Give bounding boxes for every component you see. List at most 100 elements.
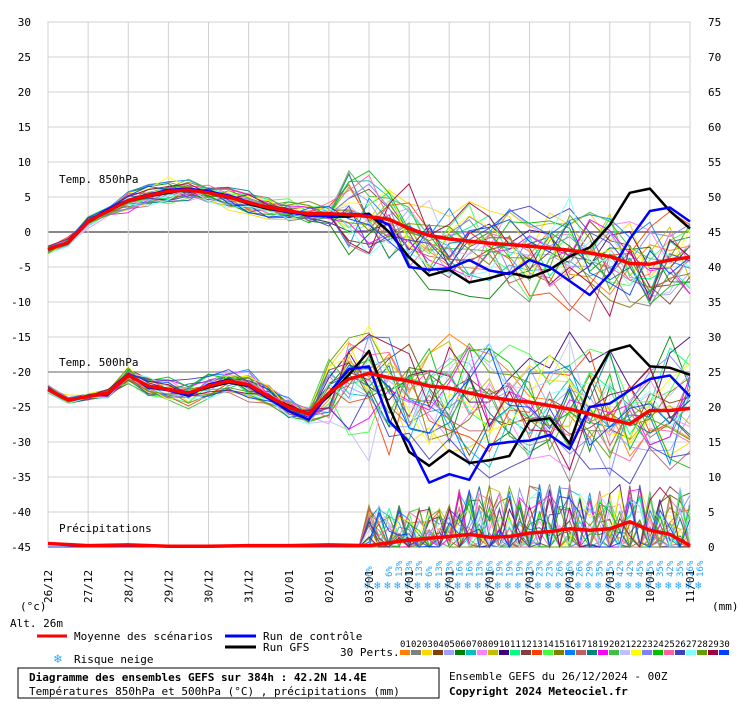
member-color-swatch xyxy=(477,650,487,655)
member-color-swatch xyxy=(488,650,498,655)
member-color-swatch xyxy=(466,650,476,655)
right-tick-label: 5 xyxy=(708,506,715,519)
member-color-swatch xyxy=(565,650,575,655)
chart-grid xyxy=(47,21,691,548)
t500-mean-line xyxy=(47,371,691,426)
member-color-swatch xyxy=(631,650,641,655)
snow-risk-pct: 29% xyxy=(586,560,596,577)
date-tick-label: 31/12 xyxy=(243,570,256,603)
right-tick-label: 10 xyxy=(708,471,721,484)
member-number: 25 xyxy=(664,640,675,650)
date-tick-label: 08/01 xyxy=(564,570,577,603)
t500-member-27 xyxy=(47,342,691,457)
left-tick-label: -40 xyxy=(11,506,31,519)
snowflake-icon: ❄ xyxy=(514,579,521,592)
member-color-swatch xyxy=(521,650,531,655)
snowflake-icon: ❄ xyxy=(404,579,411,592)
snowflake-icon: ❄ xyxy=(374,579,381,592)
member-number: 20 xyxy=(609,640,620,650)
snowflake-icon: ❄ xyxy=(454,579,461,592)
member-number: 22 xyxy=(631,640,642,650)
member-color-swatch xyxy=(653,650,663,655)
left-tick-label: 20 xyxy=(18,86,31,99)
t850-member-18 xyxy=(47,172,691,296)
member-color-swatch xyxy=(686,650,696,655)
date-tick-label: 10/01 xyxy=(644,570,657,603)
t850-member-26 xyxy=(47,188,691,303)
date-tick-label: 07/01 xyxy=(524,570,537,603)
member-color-swatch xyxy=(532,650,542,655)
t500-member-29 xyxy=(47,333,691,472)
member-color-swatch xyxy=(675,650,685,655)
member-number: 15 xyxy=(554,640,565,650)
snowflake-icon: ❄ xyxy=(615,579,622,592)
member-number: 29 xyxy=(708,640,719,650)
snow-risk-pct: 13% xyxy=(475,560,485,577)
snowflake-icon: ❄ xyxy=(585,579,592,592)
right-tick-label: 55 xyxy=(708,156,721,169)
snow-risk-pct: 13% xyxy=(435,560,445,577)
t850-member-20 xyxy=(47,169,691,282)
snowflake-icon: ❄ xyxy=(605,579,612,592)
footer-box xyxy=(17,667,440,699)
right-tick-label: 50 xyxy=(708,191,721,204)
snowflake-icon: ❄ xyxy=(364,579,371,592)
member-number: 01 xyxy=(400,640,411,650)
snow-risk-pct: 6% xyxy=(365,566,375,577)
snowflake-icon: ❄ xyxy=(444,579,451,592)
member-number: 09 xyxy=(488,640,499,650)
footer-copyright: Copyright 2024 Meteociel.fr xyxy=(449,685,628,698)
right-tick-label: 25 xyxy=(708,366,721,379)
snowflake-icon: ❄ xyxy=(675,579,682,592)
snowflake-icon: ❄ xyxy=(384,579,391,592)
snow-risk-row: ❄6%❄ ❄6%❄13%❄13%❄13%❄6%❄13%❄13%❄16%❄16%❄1… xyxy=(364,560,706,592)
date-tick-label: 02/01 xyxy=(323,570,336,603)
snowflake-icon: ❄ xyxy=(53,652,62,667)
snow-risk-pct: 6% xyxy=(385,566,395,577)
member-number: 19 xyxy=(598,640,609,650)
right-tick-label: 40 xyxy=(708,261,721,274)
member-number: 27 xyxy=(686,640,697,650)
member-number: 18 xyxy=(587,640,598,650)
member-color-swatch xyxy=(587,650,597,655)
right-tick-label: 65 xyxy=(708,86,721,99)
member-number: 08 xyxy=(477,640,488,650)
member-color-swatch xyxy=(609,650,619,655)
snowflake-icon: ❄ xyxy=(635,579,642,592)
t850-member-17 xyxy=(47,184,691,323)
date-tick-label: 27/12 xyxy=(82,570,95,603)
left-tick-label: -10 xyxy=(11,296,31,309)
snowflake-icon: ❄ xyxy=(645,579,652,592)
t850-mean-line xyxy=(47,188,691,266)
left-tick-label: -35 xyxy=(11,471,31,484)
snowflake-icon: ❄ xyxy=(695,579,702,592)
member-color-swatch xyxy=(719,650,729,655)
left-axis-ticks: 30 25 20 15 10 5 0 -5 -10 -15 -20 -25 -30 -35 -40 -45 xyxy=(11,16,31,554)
snow-risk-pct: 16% xyxy=(696,560,706,577)
snow-risk-pct: 16% xyxy=(455,560,465,577)
snow-risk-pct: 26% xyxy=(556,560,566,577)
right-tick-label: 0 xyxy=(708,541,715,554)
snowflake-icon: ❄ xyxy=(595,579,602,592)
legend-snow-label: Risque neige xyxy=(74,653,153,666)
panel-label-t500: Temp. 500hPa xyxy=(59,356,138,369)
t850-member-27 xyxy=(47,186,691,287)
date-axis-labels: 26/12 27/12 28/12 29/12 30/12 31/12 01/01 02/01… xyxy=(42,570,697,603)
member-color-swatch xyxy=(455,650,465,655)
precip-mean-line xyxy=(47,520,691,549)
snow-risk-pct: 35% xyxy=(606,560,616,577)
legend-mean-label: Moyenne des scénarios xyxy=(74,630,213,643)
member-number: 30 xyxy=(719,640,730,650)
legend-perts-label: 30 Perts. xyxy=(340,646,400,659)
snowflake-icon: ❄ xyxy=(545,579,552,592)
altitude-label: Alt. 26m xyxy=(10,617,63,630)
snow-risk-pct: 6% xyxy=(425,566,435,577)
right-tick-label: 35 xyxy=(708,296,721,309)
t850-member-29 xyxy=(47,183,691,318)
member-number: 05 xyxy=(444,640,455,650)
right-tick-label: 60 xyxy=(708,121,721,134)
member-color-swatch xyxy=(510,650,520,655)
snow-risk-pct: 13% xyxy=(445,560,455,577)
snow-risk-pct: 45% xyxy=(636,560,646,577)
